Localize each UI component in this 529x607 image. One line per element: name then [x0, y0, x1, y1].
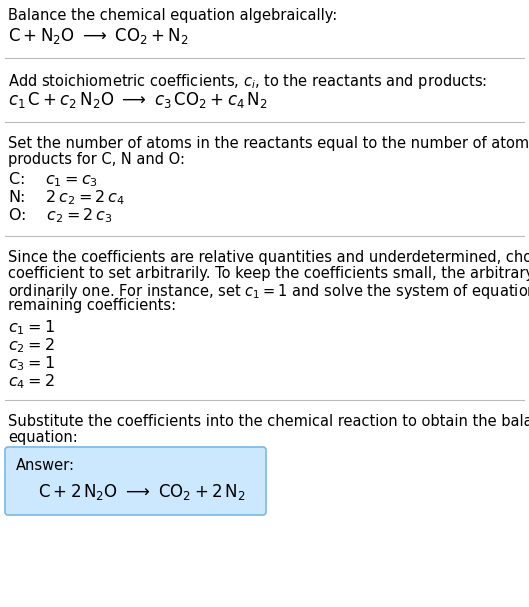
Text: Balance the chemical equation algebraically:: Balance the chemical equation algebraica… — [8, 8, 338, 23]
Text: $\mathregular{C}$:  $\ \ c_1 = c_3$: $\mathregular{C}$: $\ \ c_1 = c_3$ — [8, 170, 98, 189]
Text: $c_1\,\mathregular{C} + c_2\,\mathregular{N_2O}\ \longrightarrow\ c_3\,\mathregu: $c_1\,\mathregular{C} + c_2\,\mathregula… — [8, 90, 268, 110]
Text: Add stoichiometric coefficients, $c_i$, to the reactants and products:: Add stoichiometric coefficients, $c_i$, … — [8, 72, 487, 91]
Text: $\mathregular{O}$:  $\ \ c_2 = 2\,c_3$: $\mathregular{O}$: $\ \ c_2 = 2\,c_3$ — [8, 206, 112, 225]
Text: remaining coefficients:: remaining coefficients: — [8, 298, 176, 313]
Text: $\mathregular{C} + \mathregular{N_2O}\ \longrightarrow\ \mathregular{CO_2} + \ma: $\mathregular{C} + \mathregular{N_2O}\ \… — [8, 26, 189, 46]
Text: $\mathregular{C} + 2\,\mathregular{N_2O}\ \longrightarrow\ \mathregular{CO_2} + : $\mathregular{C} + 2\,\mathregular{N_2O}… — [38, 482, 245, 502]
Text: $c_3 = 1$: $c_3 = 1$ — [8, 354, 55, 373]
Text: $c_4 = 2$: $c_4 = 2$ — [8, 372, 54, 391]
Text: $c_2 = 2$: $c_2 = 2$ — [8, 336, 54, 354]
Text: Since the coefficients are relative quantities and underdetermined, choose a: Since the coefficients are relative quan… — [8, 250, 529, 265]
Text: Substitute the coefficients into the chemical reaction to obtain the balanced: Substitute the coefficients into the che… — [8, 414, 529, 429]
Text: coefficient to set arbitrarily. To keep the coefficients small, the arbitrary va: coefficient to set arbitrarily. To keep … — [8, 266, 529, 281]
Text: equation:: equation: — [8, 430, 78, 445]
Text: Set the number of atoms in the reactants equal to the number of atoms in the: Set the number of atoms in the reactants… — [8, 136, 529, 151]
Text: products for C, N and O:: products for C, N and O: — [8, 152, 185, 167]
FancyBboxPatch shape — [5, 447, 266, 515]
Text: Answer:: Answer: — [16, 458, 75, 473]
Text: $\mathregular{N}$:  $\ \ 2\,c_2 = 2\,c_4$: $\mathregular{N}$: $\ \ 2\,c_2 = 2\,c_4$ — [8, 188, 125, 207]
Text: ordinarily one. For instance, set $c_1 = 1$ and solve the system of equations fo: ordinarily one. For instance, set $c_1 =… — [8, 282, 529, 301]
Text: $c_1 = 1$: $c_1 = 1$ — [8, 318, 55, 337]
